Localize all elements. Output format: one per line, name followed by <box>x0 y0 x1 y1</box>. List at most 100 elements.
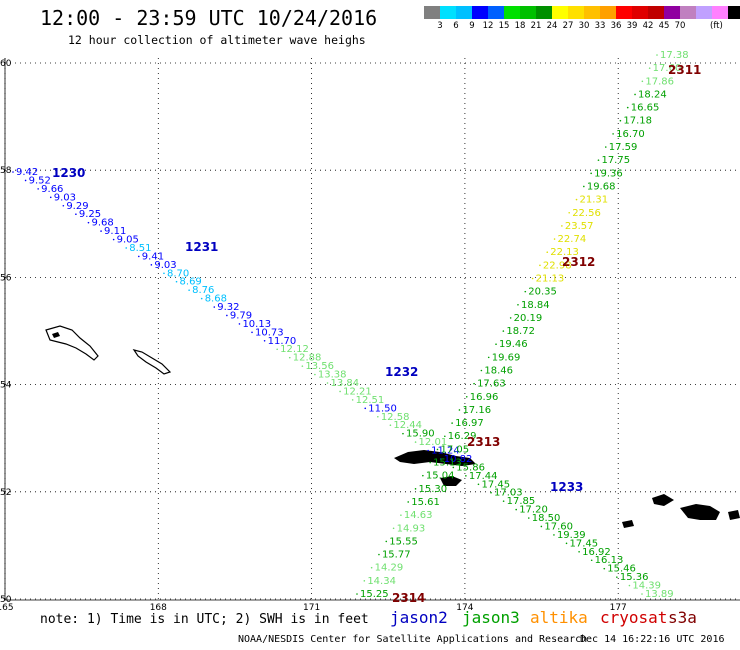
track-point <box>477 483 480 486</box>
legend-label: 42 <box>642 21 654 31</box>
wave-height-label: 17.59 <box>609 142 638 153</box>
island-east <box>652 494 674 506</box>
track-point <box>238 323 241 325</box>
wave-height-label: 17.05 <box>440 444 469 455</box>
track-point <box>339 390 341 393</box>
timestamp: Dec 14 16:22:16 UTC 2016 <box>580 634 725 645</box>
legend-swatch <box>456 6 472 19</box>
track-point <box>490 491 492 494</box>
track-point <box>370 566 373 569</box>
legend-unit: (ft) <box>710 21 723 31</box>
island-central-south <box>440 476 462 486</box>
track-point <box>49 196 52 199</box>
island-kodiak-like <box>132 349 172 375</box>
track-point <box>568 211 570 214</box>
wave-height-label: 16.70 <box>616 129 645 140</box>
track-point <box>578 551 580 553</box>
track-point <box>351 399 354 401</box>
wave-height-label: 8.51 <box>129 243 151 254</box>
wave-height-label: 15.30 <box>419 484 448 495</box>
wave-height-label: 12.58 <box>381 412 410 423</box>
track-point <box>553 534 555 536</box>
track-point <box>565 542 568 545</box>
track-point <box>561 225 563 227</box>
wave-height-label: 15.90 <box>406 429 435 440</box>
wave-height-label: 14.39 <box>632 581 661 592</box>
pass-number-label: 1232 <box>385 365 418 379</box>
wave-height-label: 8.69 <box>180 277 202 288</box>
wave-height-label: 23.57 <box>565 221 594 232</box>
wave-height-label: 8.68 <box>205 294 227 305</box>
wave-height-label: 9.05 <box>117 235 139 246</box>
track-point <box>590 172 592 175</box>
wave-height-label: 12.01 <box>419 437 448 448</box>
legend-swatch <box>616 6 632 19</box>
wave-height-label: 16.13 <box>595 555 624 566</box>
track-point <box>656 54 658 56</box>
wave-height-label: 15.04 <box>426 471 455 482</box>
wave-height-label: 20.19 <box>514 313 543 324</box>
wave-height-label: 17.18 <box>623 116 652 127</box>
wave-height-label: 13.89 <box>645 589 674 600</box>
wave-height-label: 16.97 <box>455 418 484 429</box>
track-point <box>288 356 291 359</box>
legend-label: 24 <box>546 21 558 31</box>
satellite-legend-entry: altika <box>530 608 588 627</box>
legend-label: 21 <box>530 21 542 31</box>
track-point <box>444 435 446 438</box>
track-point <box>583 185 585 188</box>
legend-swatch <box>440 6 456 19</box>
legend-label: 27 <box>562 21 574 31</box>
track-point <box>407 501 410 503</box>
wave-height-label: 22.13 <box>550 247 579 258</box>
track-point <box>546 251 549 253</box>
track-point <box>590 559 593 562</box>
wave-height-label: 22.98 <box>543 260 572 271</box>
track-point <box>12 171 14 173</box>
wave-height-label: 17.20 <box>519 505 548 516</box>
legend-swatch <box>600 6 616 19</box>
wave-height-label: 15.36 <box>620 572 649 583</box>
map-subtitle: 12 hour collection of altimeter wave hei… <box>68 33 366 47</box>
wave-height-label: 8.70 <box>167 268 189 279</box>
lat-tick-label: 56 <box>0 273 12 283</box>
track-point <box>626 106 629 109</box>
legend-swatch <box>584 6 600 19</box>
track-point <box>603 567 606 570</box>
track-point <box>24 179 27 182</box>
legend-swatch <box>552 6 568 19</box>
wave-height-label: 19.46 <box>499 339 528 350</box>
track-point <box>612 133 614 135</box>
track-point <box>604 146 607 148</box>
track-point <box>226 314 228 317</box>
track-point <box>377 415 379 418</box>
track-point <box>389 424 392 427</box>
islet-ne <box>622 520 634 528</box>
wave-height-label: 16.92 <box>582 547 611 558</box>
wave-height-label: 19.39 <box>557 530 586 541</box>
wave-height-label: 17.86 <box>645 76 674 87</box>
wave-height-label: 13.84 <box>331 378 360 389</box>
wave-height-label: 15.86 <box>456 462 485 473</box>
track-point <box>150 264 153 266</box>
track-point <box>641 593 643 595</box>
wave-height-label: 17.45 <box>570 538 599 549</box>
track-point <box>251 331 253 334</box>
track-point <box>553 238 556 240</box>
legend-swatch <box>504 6 520 19</box>
island-east-small <box>728 510 740 520</box>
wave-height-label: 9.68 <box>91 218 113 229</box>
wave-height-label: 13.38 <box>318 370 347 381</box>
lat-tick-label: 60 <box>0 59 12 69</box>
wave-height-label: 11.50 <box>368 403 397 414</box>
track-point <box>314 373 316 376</box>
legend-swatch <box>728 6 740 19</box>
track-point <box>597 159 600 161</box>
lon-tick-label: 174 <box>456 603 473 613</box>
track-point <box>487 356 490 359</box>
wave-height-label: 14.93 <box>397 523 426 534</box>
track-point <box>517 303 519 306</box>
track-point <box>540 525 543 528</box>
track-point <box>37 188 39 190</box>
legend-swatch <box>520 6 536 19</box>
